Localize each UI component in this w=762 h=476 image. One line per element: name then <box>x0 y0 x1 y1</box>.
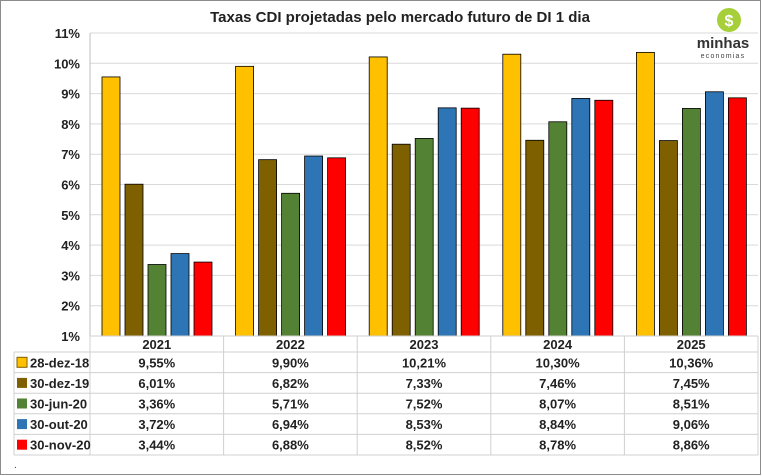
logo-subtext: economias <box>701 53 746 60</box>
bar-30-dez-19-2022 <box>258 159 278 337</box>
legend-swatch <box>16 356 28 368</box>
legend-swatch <box>17 398 27 409</box>
data-label: 10,30% <box>536 355 581 370</box>
y-tick-label: 1% <box>61 329 80 344</box>
logo-bubble-icon <box>717 8 741 32</box>
bar-30-out-20-2023 <box>437 107 457 337</box>
data-label: 7,45% <box>673 376 710 391</box>
bar-30-dez-19-2025 <box>659 140 678 337</box>
bar-30-out-20-2022 <box>304 155 324 337</box>
data-label: 8,78% <box>539 438 576 453</box>
data-label: 8,86% <box>673 438 710 453</box>
y-tick-label: 4% <box>61 238 80 253</box>
bar-30-jun-20-2023 <box>414 138 434 337</box>
y-tick-label: 10% <box>54 56 80 71</box>
y-tick-label: 2% <box>61 299 80 314</box>
x-tick-label: 2022 <box>276 337 305 352</box>
data-label: 5,71% <box>272 397 309 412</box>
y-tick-label: 11% <box>55 26 81 41</box>
data-label: 3,44% <box>138 438 175 453</box>
bar-30-jun-20-2021 <box>147 264 167 337</box>
data-label: 10,36% <box>669 355 714 370</box>
data-label: 7,46% <box>539 376 576 391</box>
data-label: 9,55% <box>138 355 175 370</box>
y-tick-label: 8% <box>61 117 80 132</box>
bar-30-nov-20-2025 <box>728 97 747 337</box>
bar-30-out-20-2021 <box>170 253 190 337</box>
x-tick-label: 2024 <box>543 337 573 352</box>
logo-symbol: $ <box>725 13 734 30</box>
data-label: 7,33% <box>406 376 443 391</box>
y-tick-label: 6% <box>61 178 80 193</box>
bar-30-jun-20-2025 <box>682 108 701 337</box>
y-tick-label: 3% <box>61 268 80 283</box>
bar-30-nov-20-2022 <box>327 157 347 337</box>
x-tick-label: 2025 <box>677 337 706 352</box>
chart-title: Taxas CDI projetadas pelo mercado futuro… <box>210 9 590 26</box>
data-label: 6,88% <box>272 438 309 453</box>
legend-label: 30-nov-20 <box>30 438 91 453</box>
bar-30-out-20-2024 <box>571 98 591 337</box>
legend-swatch <box>17 439 27 450</box>
data-label: 6,01% <box>138 376 175 391</box>
data-label: 8,52% <box>406 438 443 453</box>
legend-label: 28-dez-18 <box>30 355 89 370</box>
bar-30-dez-19-2021 <box>124 183 144 337</box>
data-label: 7,52% <box>406 397 443 412</box>
y-tick-label: 5% <box>61 208 80 223</box>
data-label: 3,36% <box>138 397 175 412</box>
data-label: 3,72% <box>138 417 175 432</box>
bar-30-jun-20-2024 <box>548 121 568 337</box>
logo-text: minhas <box>697 35 750 52</box>
legend-swatch <box>17 419 27 430</box>
data-label: 8,84% <box>539 417 576 432</box>
footnote: . <box>14 460 17 471</box>
bar-30-out-20-2025 <box>705 91 724 337</box>
bar-28-dez-18-2022 <box>235 65 255 337</box>
bar-28-dez-18-2024 <box>502 53 522 337</box>
legend-label: 30-dez-19 <box>30 376 89 391</box>
data-label: 8,53% <box>406 417 443 432</box>
data-label: 8,51% <box>673 397 710 412</box>
bar-30-dez-19-2024 <box>525 139 545 337</box>
x-tick-label: 2023 <box>410 337 439 352</box>
bar-30-jun-20-2022 <box>281 192 301 337</box>
bar-30-nov-20-2023 <box>460 107 480 337</box>
data-label: 8,07% <box>539 397 576 412</box>
legend-swatch <box>17 377 27 388</box>
legend-label: 30-out-20 <box>30 417 88 432</box>
data-label: 6,94% <box>272 417 309 432</box>
y-tick-label: 7% <box>61 147 80 162</box>
bar-28-dez-18-2025 <box>636 51 655 337</box>
logo: $ minhas economias <box>697 8 750 60</box>
bar-30-dez-19-2023 <box>391 143 411 337</box>
legend-label: 30-jun-20 <box>30 397 87 412</box>
bar-30-nov-20-2021 <box>193 261 213 337</box>
x-tick-label: 2021 <box>142 337 171 352</box>
bar-28-dez-18-2021 <box>101 76 121 337</box>
y-tick-label: 9% <box>61 87 80 102</box>
bar-30-nov-20-2024 <box>594 99 614 337</box>
bar-28-dez-18-2023 <box>368 56 388 337</box>
data-label: 9,90% <box>272 355 309 370</box>
data-label: 10,21% <box>402 355 447 370</box>
data-label: 9,06% <box>673 417 710 432</box>
data-label: 6,82% <box>272 376 309 391</box>
